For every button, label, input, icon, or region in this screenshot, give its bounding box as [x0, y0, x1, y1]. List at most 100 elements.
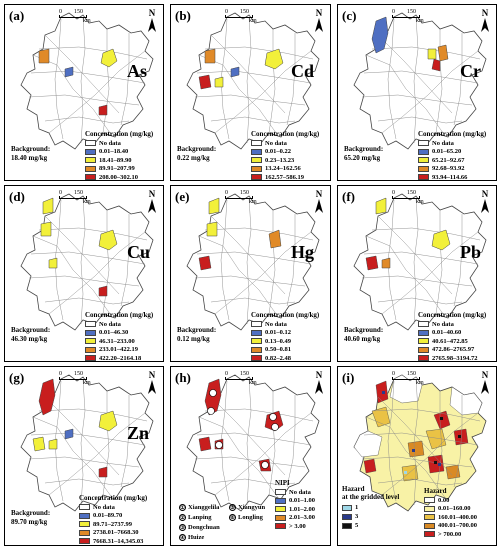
- panel-i: (i) N 0 150 km Hazard at the gridded level…: [337, 366, 497, 546]
- region-i-white-3: [353, 430, 383, 458]
- region-g-red-1: [38, 378, 56, 416]
- panel-d: (d) Cu N 0 150 km Background: 46.30 mg/kg C…: [4, 185, 164, 362]
- county-item: ⑥ Longling: [229, 514, 263, 522]
- element-symbol: Hg: [291, 242, 315, 262]
- background-value: Background: 40.60 mg/kg: [344, 326, 384, 343]
- region-a-red-1: [98, 104, 108, 116]
- county-markers: [207, 389, 279, 469]
- scale-bar: 0 150 km: [59, 190, 91, 205]
- region-i-orange-2: [445, 464, 461, 480]
- region-i-orange-1: [407, 440, 425, 458]
- region-g-yellow-3: [32, 436, 46, 452]
- legend-grid-hazard: Hazard at the gridded level 1 3 5: [342, 485, 400, 529]
- panel-label: (a): [9, 8, 25, 23]
- region-c-red-1: [431, 58, 441, 72]
- map-h: [186, 374, 320, 512]
- region-f-yellow-2: [431, 229, 451, 251]
- scale-bar: 0 150 km: [59, 9, 91, 24]
- county-item: ⑤ Xiangyun: [229, 504, 266, 512]
- region-i-white-2: [449, 386, 483, 416]
- panel-f: (f) Pb N 0 150 km Background: 40.60 mg/kg C…: [337, 185, 497, 362]
- element-symbol: Zn: [127, 423, 150, 443]
- background-value: Background: 46.30 mg/kg: [11, 326, 51, 343]
- north-arrow: N: [478, 371, 492, 399]
- panel-h: (h) N 0 150 km NIPI No data 0.01–1.00 1.01…: [170, 366, 331, 546]
- region-g-red-2: [98, 466, 108, 478]
- panel-c: (c) Cr N 0 150 km Background: 65.20 mg/kg C…: [337, 4, 497, 181]
- background-value: Background: 89.70 mg/kg: [11, 509, 51, 526]
- background-value: Background: 65.20 mg/kg: [344, 145, 384, 162]
- legend-e: Concentration (mg/kg) No data 0.01–0.12 …: [251, 311, 320, 362]
- scale-bar: 0 150 km: [225, 9, 257, 24]
- region-a-yellow-1: [100, 48, 118, 68]
- county-item: ④ Huize: [179, 534, 205, 542]
- region-a-orange-1: [38, 48, 50, 64]
- north-arrow: N: [478, 190, 492, 218]
- panel-label: (e): [175, 189, 190, 204]
- region-e-red-1: [198, 255, 212, 271]
- region-d-yellow-3: [98, 229, 118, 251]
- scale-bar: 0 150 km: [225, 190, 257, 205]
- north-arrow: N: [312, 371, 326, 399]
- region-b-yellow-1: [264, 48, 284, 70]
- legend-county-hazard: Hazard 0.00 0.01–160.00 160.01–400.00 40…: [424, 487, 477, 538]
- legend-h: NIPI No data 0.01–1.00 1.01–2.00 2.01–3.…: [275, 479, 315, 530]
- scale-bar: 0 150 km: [392, 9, 424, 24]
- region-d-red-1: [98, 285, 108, 297]
- region-h-red-1: [204, 378, 222, 416]
- region-g-yellow-1: [98, 410, 118, 432]
- region-d-yellow-1: [42, 197, 54, 215]
- region-e-yellow-1: [208, 197, 220, 215]
- map-a: [20, 12, 154, 150]
- legend-d: Concentration (mg/kg) No data 0.01–46.30…: [85, 311, 154, 362]
- north-arrow: N: [145, 371, 159, 399]
- map-g: [20, 374, 154, 512]
- region-f-red-1: [365, 255, 379, 271]
- element-symbol: Pb: [460, 242, 482, 262]
- region-f-orange-1: [381, 257, 391, 269]
- north-arrow: N: [478, 9, 492, 37]
- legend-a: Concentration (mg/kg) No data 0.01–18.40…: [85, 130, 154, 181]
- region-e-yellow-2: [206, 221, 218, 237]
- county-list-left: ① Xianggelila ② Lanping ③ Dongchuan ④ Huize: [179, 503, 220, 543]
- region-g-yellow-2: [48, 438, 58, 450]
- region-c-blue-1: [371, 16, 389, 54]
- region-i-mid-1: [371, 406, 391, 428]
- county-list-right: ⑤ Xiangyun ⑥ Longling: [229, 503, 265, 523]
- grid-cells: [382, 391, 461, 474]
- background-value: Background: 18.40 mg/kg: [11, 145, 51, 162]
- county-item: ① Xianggelila: [179, 504, 220, 512]
- north-arrow: N: [312, 190, 326, 218]
- panel-g: (g) Zn N 0 150 km Background: 89.70 mg/kg C…: [4, 366, 164, 546]
- panel-label: (f): [342, 189, 355, 204]
- region-i-white-1: [389, 374, 423, 404]
- map-b: [186, 12, 320, 150]
- region-c-yellow-1: [427, 48, 437, 60]
- region-i-red-5: [363, 458, 377, 474]
- north-arrow: N: [312, 9, 326, 37]
- map-i: [353, 374, 487, 512]
- region-b-blue-1: [230, 66, 240, 78]
- legend-f: Concentration (mg/kg) No data 0.01–40.60…: [418, 311, 487, 362]
- panel-b: (b) Cd N 0 150 km Background: 0.22 mg/kg Co…: [170, 4, 331, 181]
- legend-g: Concentration (mg/kg) No data 0.01–89.70…: [79, 494, 148, 545]
- panel-label: (i): [342, 370, 355, 385]
- county-item: ② Lanping: [179, 514, 212, 522]
- panel-label: (g): [9, 370, 25, 385]
- panel-label: (h): [175, 370, 191, 385]
- region-e-orange-1: [268, 229, 282, 249]
- scale-bar: 0 150 km: [59, 371, 91, 386]
- background-value: Background: 0.12 mg/kg: [177, 326, 217, 343]
- region-f-yellow-1: [375, 197, 387, 215]
- panel-a: (a) As N 0 150 km Background: 18.40 mg/kg C…: [4, 4, 164, 181]
- region-h-red-3: [198, 436, 212, 452]
- region-b-red-1: [198, 74, 212, 90]
- legend-b: Concentration (mg/kg) No data 0.01–0.22 …: [251, 130, 320, 181]
- panel-label: (d): [9, 189, 25, 204]
- element-symbol: Cd: [291, 61, 315, 81]
- map-f: [353, 193, 487, 331]
- scale-bar: 0 150 km: [392, 371, 424, 386]
- region-b-yellow-2: [214, 76, 224, 88]
- region-g-blue-1: [64, 428, 74, 440]
- region-d-yellow-2: [40, 221, 52, 237]
